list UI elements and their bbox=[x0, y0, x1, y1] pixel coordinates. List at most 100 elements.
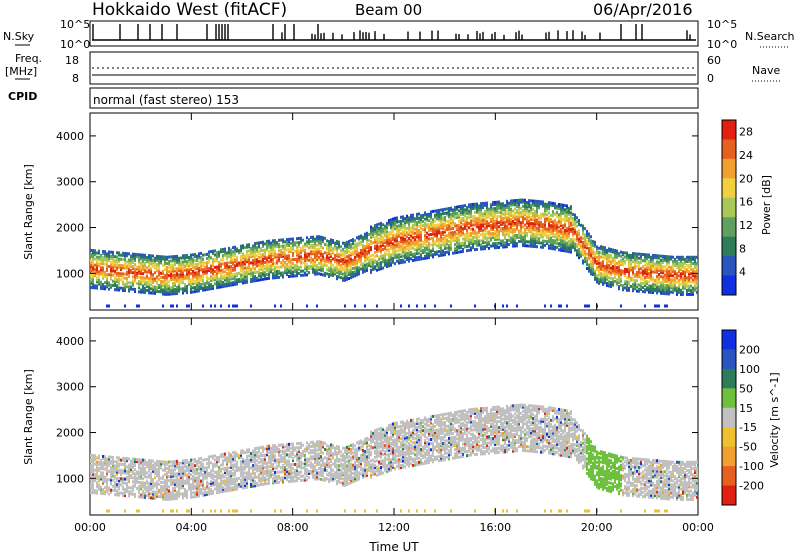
power-cell bbox=[458, 240, 460, 244]
power-cell bbox=[696, 261, 698, 265]
power-cell bbox=[252, 250, 254, 254]
power-cell bbox=[122, 266, 124, 270]
power-cell bbox=[106, 283, 108, 287]
power-cell bbox=[458, 244, 460, 248]
power-cell bbox=[500, 214, 502, 218]
power-cell bbox=[426, 246, 428, 250]
power-cell bbox=[664, 290, 666, 294]
power-cell bbox=[564, 232, 566, 236]
power-cell bbox=[298, 253, 300, 257]
power-cell bbox=[442, 230, 444, 234]
power-cell bbox=[188, 274, 190, 278]
power-cell bbox=[372, 228, 374, 232]
power-cell bbox=[264, 265, 266, 269]
power-cell bbox=[556, 214, 558, 218]
power-cell bbox=[248, 253, 250, 257]
power-cell bbox=[388, 251, 390, 255]
power-cell bbox=[658, 256, 660, 260]
power-cell bbox=[638, 267, 640, 271]
power-cell bbox=[568, 250, 570, 254]
power-cell bbox=[592, 244, 594, 248]
power-cell bbox=[330, 267, 332, 271]
power-cell bbox=[214, 276, 216, 280]
power-cell bbox=[176, 304, 178, 308]
power-cell bbox=[356, 246, 358, 250]
power-cell bbox=[192, 261, 194, 265]
power-cell bbox=[668, 278, 670, 282]
power-cell bbox=[350, 263, 352, 267]
y-tick-label: 3000 bbox=[56, 176, 84, 189]
power-cell bbox=[502, 206, 504, 210]
power-cell bbox=[408, 232, 410, 236]
power-cell bbox=[610, 282, 612, 286]
power-cell bbox=[566, 243, 568, 247]
power-cell bbox=[664, 259, 666, 263]
power-cell bbox=[320, 237, 322, 241]
power-cell bbox=[590, 268, 592, 272]
power-cell bbox=[458, 250, 460, 254]
power-cell bbox=[416, 256, 418, 260]
power-cell bbox=[300, 273, 302, 277]
power-cell bbox=[352, 273, 354, 277]
power-cell bbox=[100, 266, 102, 270]
power-cell bbox=[170, 286, 172, 290]
power-cell bbox=[518, 209, 520, 213]
power-cell bbox=[630, 256, 632, 260]
power-cell bbox=[574, 248, 576, 252]
power-cell bbox=[390, 245, 392, 249]
power-cell bbox=[478, 218, 480, 222]
power-cell bbox=[528, 228, 530, 232]
power-cell bbox=[244, 266, 246, 270]
power-cell bbox=[192, 257, 194, 261]
power-cell bbox=[308, 254, 310, 258]
power-cell bbox=[236, 280, 238, 284]
power-cell bbox=[218, 263, 220, 267]
power-cell bbox=[222, 256, 224, 260]
power-cell bbox=[658, 254, 660, 258]
power-cell bbox=[104, 252, 106, 256]
power-cell bbox=[274, 251, 276, 255]
power-cell bbox=[614, 271, 616, 275]
power-cell bbox=[338, 244, 340, 248]
power-cell bbox=[282, 250, 284, 254]
power-cell bbox=[364, 249, 366, 253]
power-cell bbox=[520, 223, 522, 227]
power-cell bbox=[558, 248, 560, 252]
power-cell bbox=[486, 236, 488, 240]
power-cell bbox=[186, 253, 188, 257]
power-cell bbox=[414, 252, 416, 256]
power-cell bbox=[220, 270, 222, 274]
power-cell bbox=[646, 273, 648, 277]
power-cell bbox=[212, 278, 214, 282]
power-cell bbox=[228, 283, 230, 287]
power-cell bbox=[198, 289, 200, 293]
power-cell bbox=[682, 290, 684, 294]
power-cell bbox=[504, 208, 506, 212]
power-cell bbox=[688, 257, 690, 261]
power-cell bbox=[464, 226, 466, 230]
power-cell bbox=[356, 269, 358, 273]
power-cell bbox=[686, 255, 688, 259]
power-cell bbox=[350, 269, 352, 273]
power-cell bbox=[468, 226, 470, 230]
power-cell bbox=[424, 238, 426, 242]
power-cell bbox=[316, 249, 318, 253]
power-cell bbox=[166, 276, 168, 280]
power-cell bbox=[532, 238, 534, 242]
power-cell bbox=[458, 213, 460, 217]
power-cell bbox=[564, 241, 566, 245]
power-cell bbox=[106, 277, 108, 281]
power-cell bbox=[136, 275, 138, 279]
power-cell bbox=[262, 277, 264, 281]
power-cell bbox=[508, 228, 510, 232]
power-cell bbox=[138, 304, 140, 308]
power-cell bbox=[686, 284, 688, 288]
power-cell bbox=[692, 292, 694, 296]
power-cell bbox=[250, 277, 252, 281]
power-cell bbox=[516, 200, 518, 204]
power-cell bbox=[144, 280, 146, 284]
power-cell bbox=[184, 256, 186, 260]
power-cell bbox=[106, 281, 108, 285]
power-cell bbox=[202, 280, 204, 284]
power-cell bbox=[390, 243, 392, 247]
